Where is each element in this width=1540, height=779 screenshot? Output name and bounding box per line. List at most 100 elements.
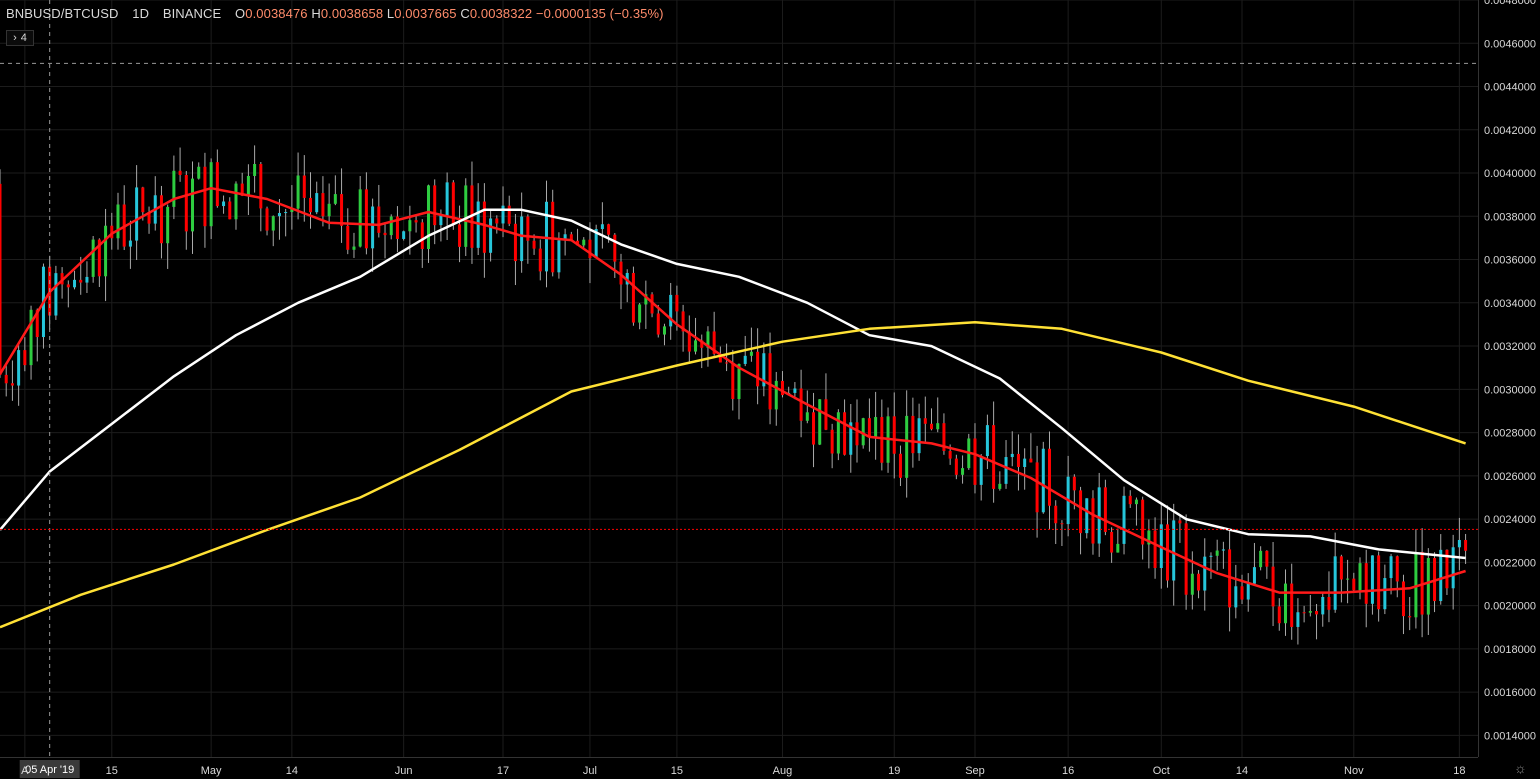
candle-body xyxy=(1265,550,1269,567)
candle-body xyxy=(1377,555,1381,610)
candle-body xyxy=(482,201,486,253)
candle-body xyxy=(358,189,362,247)
candle-body xyxy=(613,234,617,262)
candle-body xyxy=(66,284,70,288)
x-tick-label: 16 xyxy=(1062,765,1074,777)
candle-body xyxy=(1246,583,1250,600)
candle-body xyxy=(246,175,250,196)
candle-body xyxy=(222,201,226,207)
interval-label[interactable]: 1D xyxy=(132,6,150,21)
candle-body xyxy=(973,438,977,485)
candle-body xyxy=(79,279,83,283)
candle-body xyxy=(1097,487,1101,544)
x-tick-label: 14 xyxy=(1236,765,1248,777)
candle-body xyxy=(73,279,77,288)
candle-body xyxy=(669,294,673,327)
candle-body xyxy=(675,294,679,312)
candle-body xyxy=(1041,448,1045,513)
candle-body xyxy=(1016,453,1020,467)
candle-body xyxy=(1010,453,1014,458)
candle-body xyxy=(762,353,766,387)
candle-body xyxy=(277,213,281,217)
candle-body xyxy=(489,218,493,253)
x-tick-label: 15 xyxy=(106,765,118,777)
candle-body xyxy=(830,429,834,454)
candle-body xyxy=(184,174,188,232)
candle-body xyxy=(532,240,536,249)
candle-body xyxy=(420,222,424,250)
crosshair-date-label: 05 Apr '19 xyxy=(25,764,74,776)
candle-body xyxy=(1308,611,1312,613)
candle-body xyxy=(1296,612,1300,627)
candle-body xyxy=(191,178,195,232)
y-tick-label: 0.0042000 xyxy=(1484,125,1536,137)
candle-body xyxy=(1290,583,1294,627)
candle-body xyxy=(1234,586,1238,608)
candle-body xyxy=(271,216,275,231)
candle-body xyxy=(451,182,455,225)
candle-body xyxy=(843,412,847,455)
candle-body xyxy=(371,206,375,249)
ma-line-ma_short xyxy=(0,186,1466,594)
candle-body xyxy=(700,340,704,348)
candle-body xyxy=(178,170,182,175)
candle-body xyxy=(818,399,822,445)
candle-body xyxy=(526,216,530,241)
gear-icon[interactable]: ☼ xyxy=(1514,760,1527,776)
candle-body xyxy=(147,212,151,224)
y-tick-label: 0.0038000 xyxy=(1484,211,1536,223)
candle-body xyxy=(296,175,300,209)
candle-body xyxy=(1364,563,1368,604)
candle-body xyxy=(253,164,257,176)
low-value: 0.0037665 xyxy=(394,6,457,21)
indicators-toggle-button[interactable]: › 4 xyxy=(6,30,34,46)
candle-body xyxy=(662,326,666,335)
candle-body xyxy=(29,309,33,366)
candle-body xyxy=(743,355,747,364)
candle-body xyxy=(1085,498,1089,534)
candle-body xyxy=(1383,578,1387,610)
time-axis[interactable]: A 15 May 14 Jun 17 Jul 15 Aug 19 Sep 16 Oct 14 Nov 18 xyxy=(0,757,1478,778)
candle-body xyxy=(259,164,263,209)
candle-body xyxy=(1035,462,1039,513)
candle-body xyxy=(880,417,884,463)
candle-body xyxy=(10,383,14,386)
low-label: L xyxy=(386,6,395,21)
candle-body xyxy=(799,388,803,421)
candle-body xyxy=(644,294,648,305)
candle-body xyxy=(340,194,344,226)
candle-body xyxy=(54,273,58,316)
x-tick-label: Jul xyxy=(583,765,597,777)
candle-body xyxy=(1079,490,1083,534)
candle-body xyxy=(1197,573,1201,591)
candle-body xyxy=(284,212,288,214)
candle-body xyxy=(905,415,909,478)
candle-body xyxy=(1141,499,1145,545)
candle-body xyxy=(302,175,306,198)
price-axis[interactable]: 0.0048000 0.0046000 0.0044000 0.0042000 0.00… xyxy=(1478,0,1540,779)
candle-body xyxy=(1116,543,1120,553)
candle-body xyxy=(1228,549,1232,608)
candle-body xyxy=(445,182,449,216)
candle-body xyxy=(607,224,611,235)
symbol-name[interactable]: BNBUSD/BTCUSD xyxy=(6,6,119,21)
candle-body xyxy=(942,423,946,451)
candle-body xyxy=(1221,549,1225,551)
chart-grid xyxy=(0,0,1478,757)
change-value: −0.0000135 (−0.35%) xyxy=(535,6,664,21)
candle-body xyxy=(1339,556,1343,580)
candle-body xyxy=(1457,539,1461,548)
candle-body xyxy=(1259,550,1263,568)
close-label: C xyxy=(460,6,470,21)
candle-body xyxy=(402,231,406,239)
candle-body xyxy=(1408,616,1412,618)
candle-body xyxy=(159,195,163,244)
candle-body xyxy=(1439,549,1443,602)
candle-body xyxy=(1271,566,1275,607)
candle-body xyxy=(1029,458,1033,463)
candle-body xyxy=(333,194,337,204)
candle-body xyxy=(805,412,809,421)
candle-body xyxy=(1327,596,1331,610)
candle-body xyxy=(383,232,387,236)
